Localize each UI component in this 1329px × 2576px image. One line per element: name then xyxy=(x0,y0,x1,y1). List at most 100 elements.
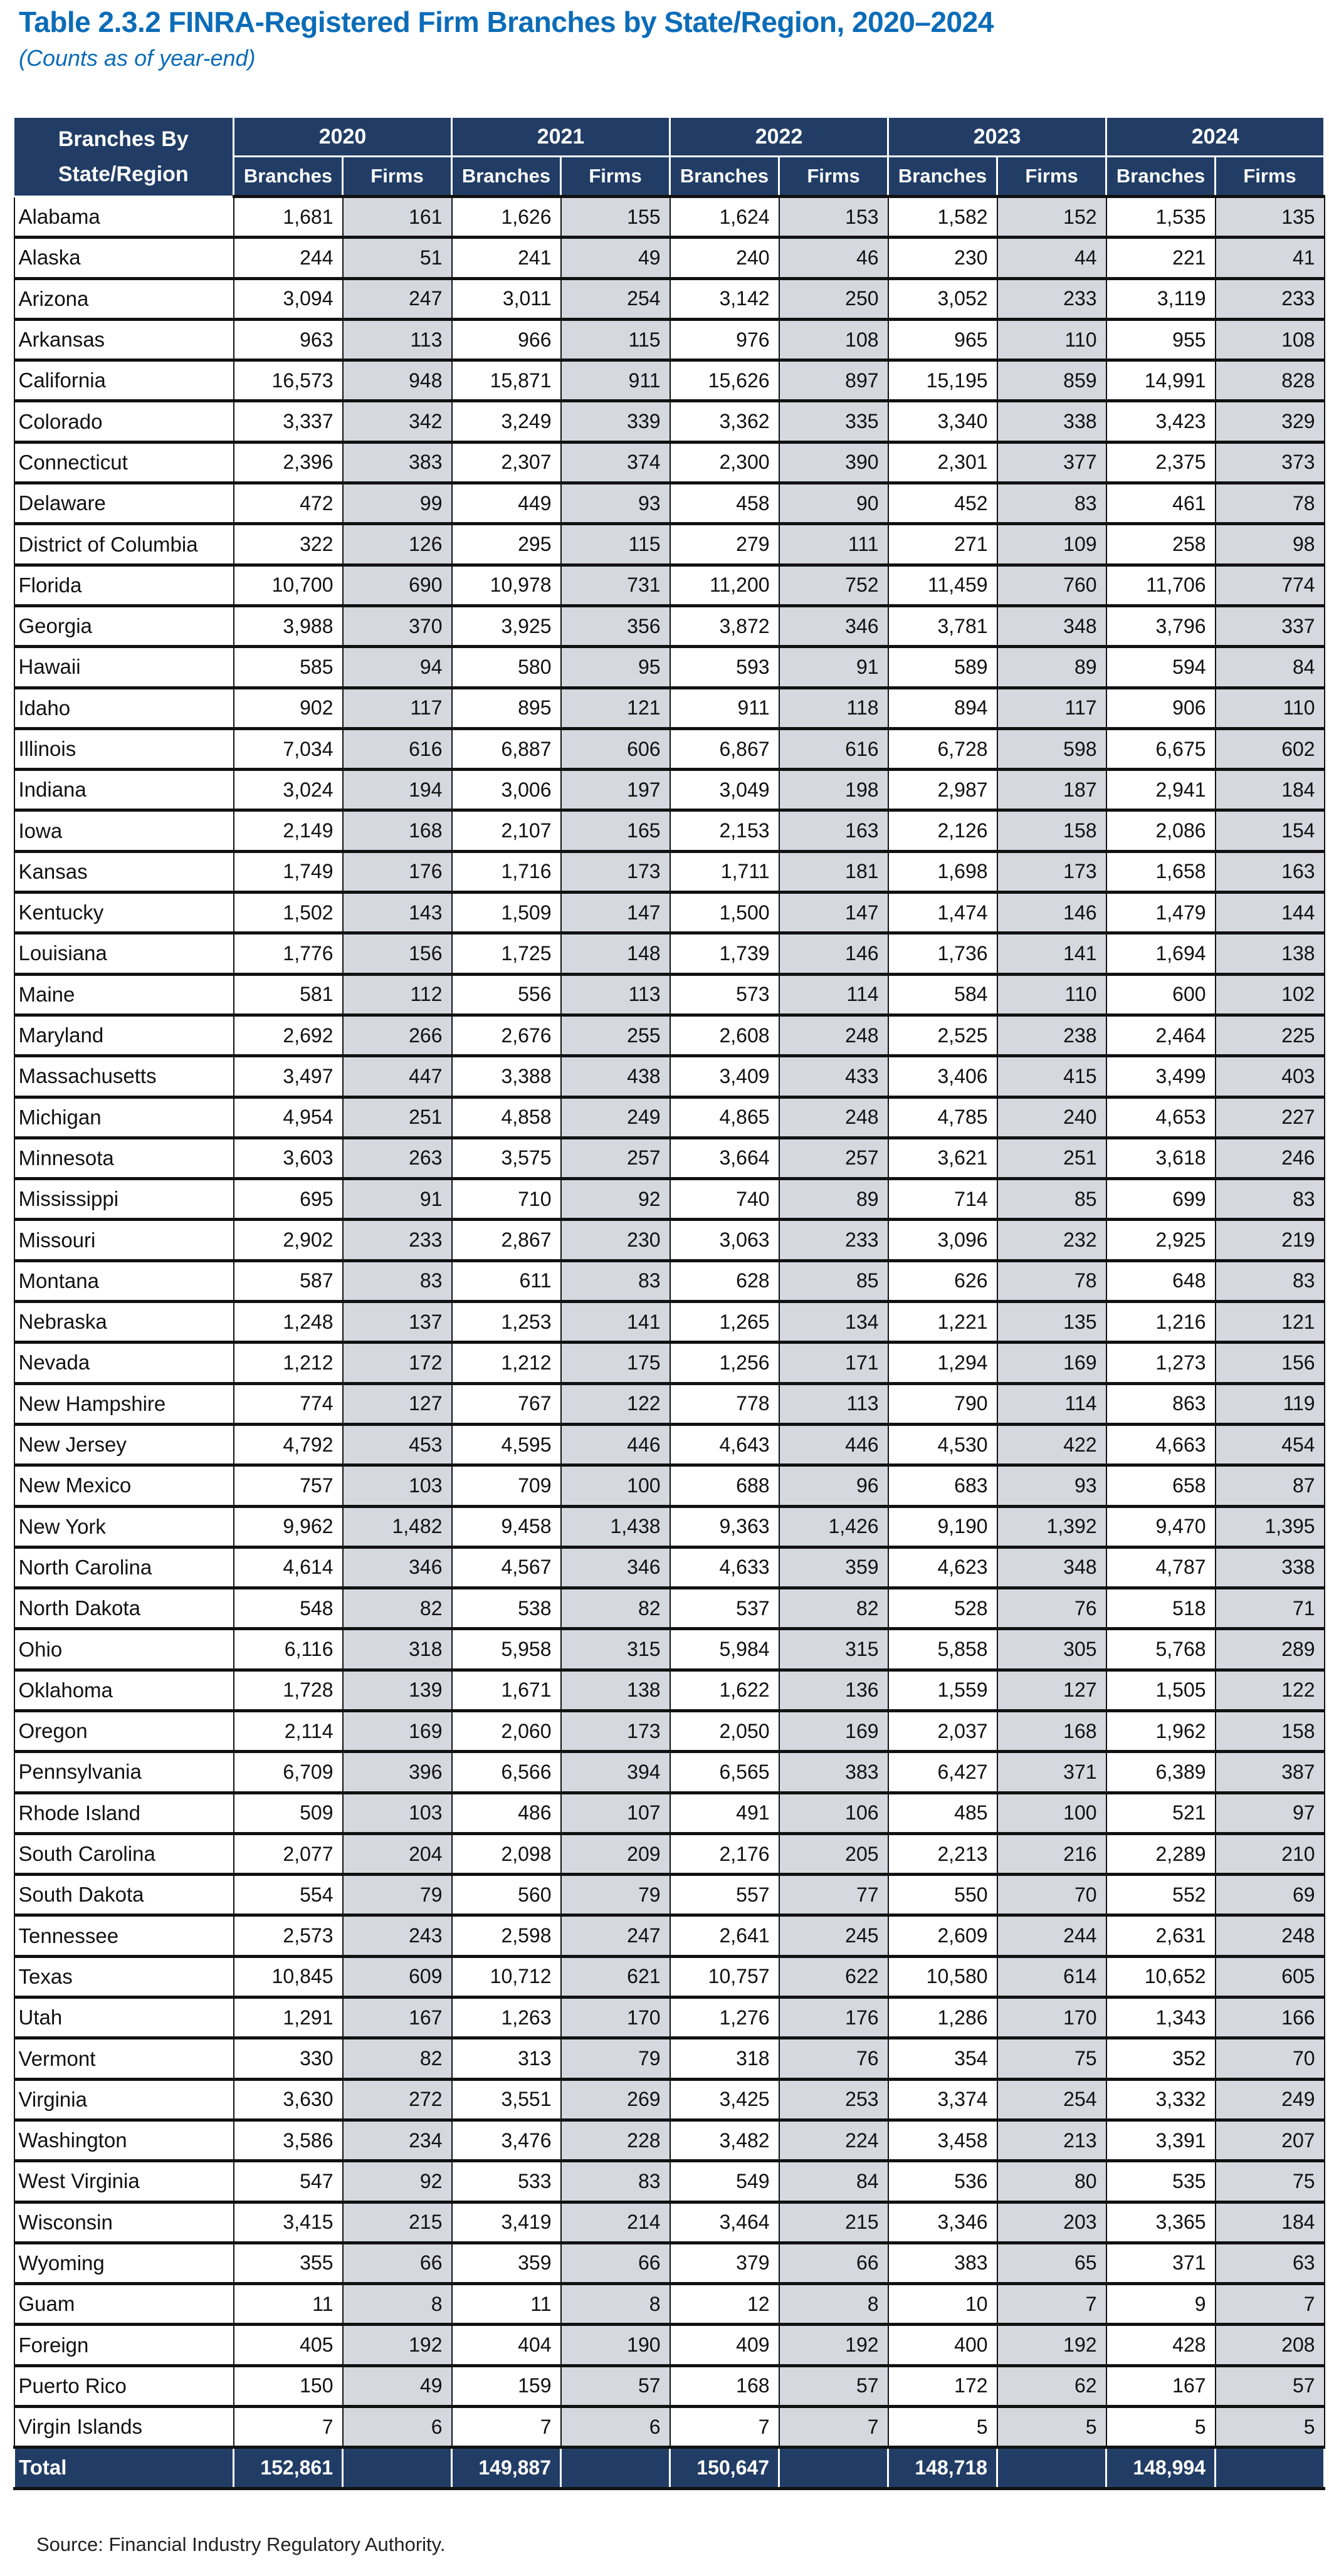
branches-count-cell: 6,116 xyxy=(233,1628,344,1672)
table-row: Florida 10,700 690 10,978 731 11,200 752 11,459… xyxy=(13,564,1325,607)
state-name-cell: New Mexico xyxy=(13,1464,234,1508)
branches-count-cell: 6,887 xyxy=(451,728,562,772)
state-name-cell: Virgin Islands xyxy=(13,2406,234,2449)
table-row: Utah 1,291 167 1,263 170 1,276 176 1,286 170 1,34… xyxy=(13,1996,1325,2040)
firms-count-cell: 215 xyxy=(342,2201,453,2244)
firms-count-cell: 605 xyxy=(1214,1956,1325,1999)
branches-count-cell: 400 xyxy=(887,2323,998,2367)
firms-count-cell: 147 xyxy=(778,891,889,935)
branches-count-cell: 2,107 xyxy=(451,809,562,853)
firms-count-cell: 87 xyxy=(1214,1464,1325,1508)
branches-count-cell: 5 xyxy=(1105,2406,1216,2449)
column-header-branches: Branches xyxy=(887,156,999,198)
firms-count-cell: 155 xyxy=(560,196,671,239)
branches-count-cell: 5,858 xyxy=(887,1628,998,1672)
branches-count-cell: 3,664 xyxy=(669,1137,780,1181)
table-row: Idaho 902 117 895 121 911 118 894 117 906 110 xyxy=(13,687,1325,730)
firms-count-cell: 387 xyxy=(1214,1751,1325,1794)
firms-count-cell: 263 xyxy=(342,1137,453,1181)
branches-count-cell: 3,063 xyxy=(669,1218,780,1262)
branches-count-cell: 587 xyxy=(233,1260,344,1304)
firms-count-cell: 113 xyxy=(342,318,453,362)
branches-count-cell: 9 xyxy=(1105,2283,1216,2327)
branches-count-cell: 3,796 xyxy=(1105,605,1216,649)
firms-count-cell: 383 xyxy=(342,441,453,485)
firms-count-cell: 141 xyxy=(560,1301,671,1344)
table-row: Delaware 472 99 449 93 458 90 452 83 461 78 xyxy=(13,482,1325,526)
branches-count-cell: 3,406 xyxy=(887,1055,998,1099)
column-header-branches: Branches xyxy=(451,156,562,198)
firms-count-cell: 71 xyxy=(1214,1587,1325,1631)
firms-count-cell: 91 xyxy=(342,1178,453,1222)
firms-count-cell: 153 xyxy=(778,196,889,239)
firms-count-cell: 233 xyxy=(778,1218,889,1262)
firms-count-cell: 144 xyxy=(1214,891,1325,935)
firms-count-cell: 8 xyxy=(560,2283,671,2327)
branches-count-cell: 589 xyxy=(887,646,998,689)
firms-count-cell: 80 xyxy=(996,2160,1107,2204)
branches-count-cell: 2,289 xyxy=(1105,1833,1216,1877)
table-row: Missouri 2,902 233 2,867 230 3,063 233 3,096 232… xyxy=(13,1218,1325,1262)
state-name-cell: Maine xyxy=(13,973,234,1017)
branches-count-cell: 536 xyxy=(887,2160,998,2204)
firms-count-cell: 257 xyxy=(560,1137,671,1181)
firms-count-cell: 194 xyxy=(342,768,453,812)
branches-count-cell: 330 xyxy=(233,2037,344,2081)
table-row: South Carolina 2,077 204 2,098 209 2,176 205 2,… xyxy=(13,1833,1325,1877)
firms-count-cell: 161 xyxy=(342,196,453,239)
state-name-cell: Texas xyxy=(13,1956,234,1999)
table-row: Virginia 3,630 272 3,551 269 3,425 253 3,374 254… xyxy=(13,2078,1325,2122)
branches-count-cell: 5,984 xyxy=(669,1628,780,1672)
column-header-year: 2023 xyxy=(887,118,1108,157)
firms-count-cell: 92 xyxy=(560,1178,671,1222)
firms-count-cell: 6 xyxy=(560,2406,671,2449)
column-header-branches: Branches xyxy=(233,156,344,198)
branches-count-cell: 318 xyxy=(669,2037,780,2081)
branches-count-cell: 2,037 xyxy=(887,1710,998,1754)
table-row: Connecticut 2,396 383 2,307 374 2,300 390 2,301… xyxy=(13,441,1325,485)
branches-count-cell: 518 xyxy=(1105,1587,1216,1631)
branches-count-cell: 150 xyxy=(233,2365,344,2409)
firms-count-cell: 338 xyxy=(996,400,1107,444)
header-row-subcolumns: Branches Firms Branches Firms Branches Firms B… xyxy=(14,156,1326,198)
branches-count-cell: 14,991 xyxy=(1105,359,1216,403)
branches-count-cell: 965 xyxy=(887,318,998,362)
firms-count-cell: 168 xyxy=(342,809,453,853)
branches-count-cell: 533 xyxy=(451,2160,562,2204)
branches-count-cell: 557 xyxy=(669,1873,780,1917)
firms-count-cell: 897 xyxy=(778,359,889,403)
branches-count-cell: 2,867 xyxy=(451,1218,562,1262)
firms-count-cell: 240 xyxy=(996,1096,1107,1139)
firms-count-cell: 215 xyxy=(778,2201,889,2244)
firms-count-cell: 135 xyxy=(996,1301,1107,1344)
firms-count-cell: 243 xyxy=(342,1914,453,1958)
firms-count-cell: 192 xyxy=(996,2323,1107,2367)
branches-count-cell: 3,340 xyxy=(887,400,998,444)
firms-count-cell: 82 xyxy=(560,1587,671,1631)
column-header-year: 2024 xyxy=(1105,118,1326,157)
branches-count-cell: 11 xyxy=(233,2283,344,2327)
firms-count-cell: 247 xyxy=(560,1914,671,1958)
branches-count-cell: 3,458 xyxy=(887,2119,998,2163)
firms-count-cell: 446 xyxy=(560,1423,671,1467)
firms-count-cell: 168 xyxy=(996,1710,1107,1754)
firms-count-cell: 690 xyxy=(342,564,453,607)
firms-count-cell: 390 xyxy=(778,441,889,485)
firms-count-cell: 371 xyxy=(996,1751,1107,1794)
branches-count-cell: 354 xyxy=(887,2037,998,2081)
branches-count-cell: 11 xyxy=(451,2283,562,2327)
source-note: Source: Financial Industry Regulatory Au… xyxy=(36,2533,446,2555)
firms-count-cell: 138 xyxy=(1214,932,1325,976)
firms-count-cell: 158 xyxy=(996,809,1107,853)
branches-count-cell: 5,768 xyxy=(1105,1628,1216,1672)
firms-count-cell: 257 xyxy=(778,1137,889,1181)
firms-count-cell: 108 xyxy=(1214,318,1325,362)
state-name-cell: South Carolina xyxy=(13,1833,234,1877)
firms-count-cell: 63 xyxy=(1214,2242,1325,2286)
branches-count-cell: 4,567 xyxy=(451,1546,562,1590)
firms-count-cell: 83 xyxy=(560,2160,671,2204)
branches-count-cell: 611 xyxy=(451,1260,562,1304)
branches-count-cell: 790 xyxy=(887,1383,998,1426)
branches-count-cell: 710 xyxy=(451,1178,562,1222)
branches-count-cell: 9,363 xyxy=(669,1505,780,1549)
